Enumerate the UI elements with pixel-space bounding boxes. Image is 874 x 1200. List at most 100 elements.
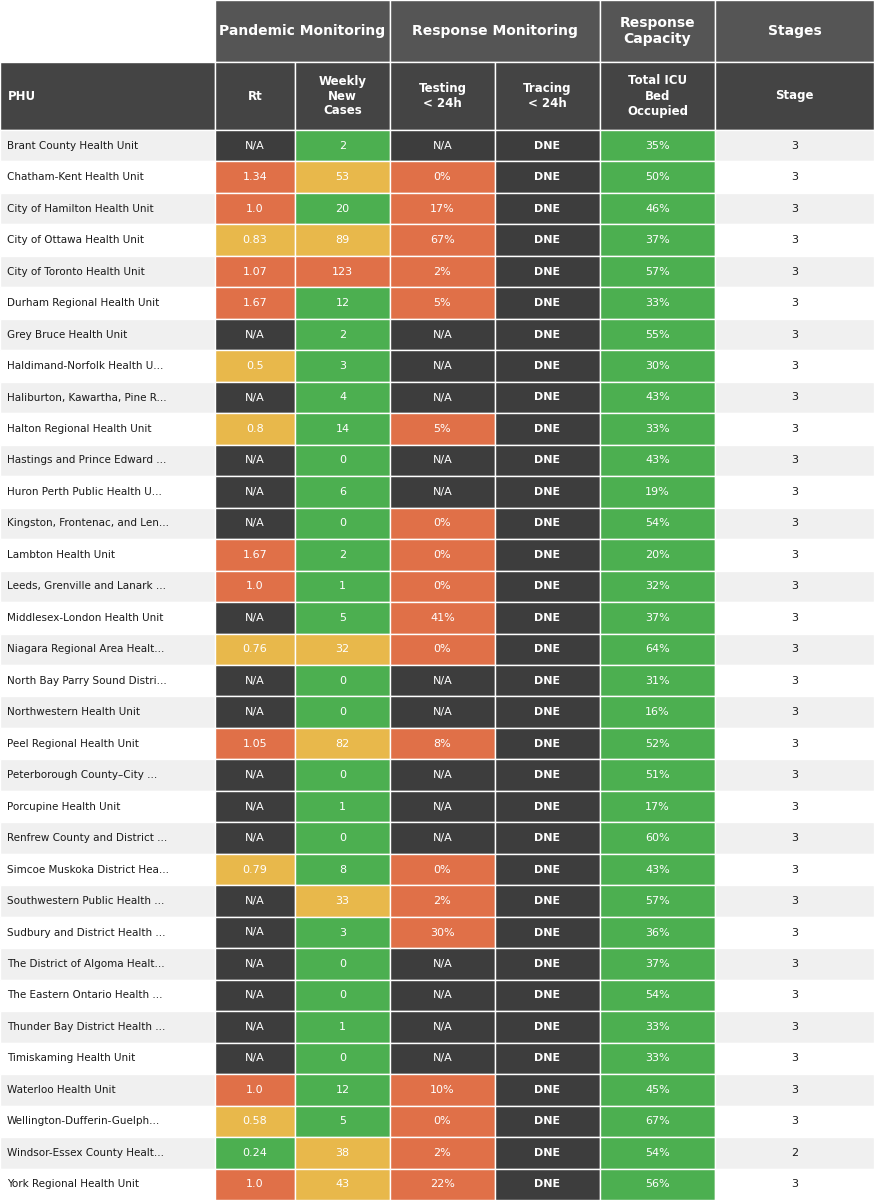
Text: 53: 53 bbox=[336, 173, 350, 182]
Bar bbox=[390, 224, 495, 256]
Text: City of Toronto Health Unit: City of Toronto Health Unit bbox=[7, 266, 145, 277]
Bar bbox=[495, 287, 600, 319]
Text: N/A: N/A bbox=[245, 959, 265, 968]
Bar bbox=[600, 917, 715, 948]
Text: 82: 82 bbox=[336, 739, 350, 749]
Text: 2: 2 bbox=[339, 330, 346, 340]
Text: 30%: 30% bbox=[430, 928, 454, 937]
Text: N/A: N/A bbox=[433, 1054, 453, 1063]
Text: DNE: DNE bbox=[534, 424, 560, 434]
Text: Haldimand-Norfolk Health U...: Haldimand-Norfolk Health U... bbox=[7, 361, 163, 371]
Bar bbox=[295, 413, 390, 445]
Text: N/A: N/A bbox=[433, 959, 453, 968]
Bar bbox=[295, 602, 390, 634]
Bar bbox=[600, 0, 715, 62]
Bar bbox=[215, 256, 295, 287]
Text: DNE: DNE bbox=[534, 644, 560, 654]
Text: DNE: DNE bbox=[534, 864, 560, 875]
Text: N/A: N/A bbox=[245, 990, 265, 1001]
Text: 60%: 60% bbox=[645, 833, 669, 844]
Bar bbox=[600, 1043, 715, 1074]
Bar bbox=[495, 476, 600, 508]
Bar bbox=[715, 224, 874, 256]
Text: DNE: DNE bbox=[534, 1116, 560, 1127]
Text: 0.76: 0.76 bbox=[243, 644, 267, 654]
Text: N/A: N/A bbox=[433, 676, 453, 685]
Text: 1.0: 1.0 bbox=[246, 581, 264, 592]
Text: 0: 0 bbox=[339, 833, 346, 844]
Text: N/A: N/A bbox=[245, 456, 265, 466]
Text: DNE: DNE bbox=[534, 896, 560, 906]
Bar bbox=[295, 193, 390, 224]
Bar bbox=[715, 1138, 874, 1169]
Bar bbox=[0, 570, 215, 602]
Text: 1.0: 1.0 bbox=[246, 1085, 264, 1094]
Text: DNE: DNE bbox=[534, 298, 560, 308]
Text: 3: 3 bbox=[791, 298, 798, 308]
Text: Total ICU
Bed
Occupied: Total ICU Bed Occupied bbox=[627, 74, 688, 118]
Text: 3: 3 bbox=[339, 928, 346, 937]
Text: Peterborough County–City ...: Peterborough County–City ... bbox=[7, 770, 157, 780]
Text: Leeds, Grenville and Lanark ...: Leeds, Grenville and Lanark ... bbox=[7, 581, 166, 592]
Bar bbox=[715, 1012, 874, 1043]
Text: DNE: DNE bbox=[534, 707, 560, 718]
Text: 8: 8 bbox=[339, 864, 346, 875]
Text: N/A: N/A bbox=[245, 1022, 265, 1032]
Bar bbox=[495, 854, 600, 886]
Bar bbox=[390, 539, 495, 570]
Bar bbox=[0, 130, 215, 162]
Text: 0: 0 bbox=[339, 1054, 346, 1063]
Text: Tracing
< 24h: Tracing < 24h bbox=[524, 82, 572, 110]
Text: N/A: N/A bbox=[245, 802, 265, 811]
Bar bbox=[390, 1043, 495, 1074]
Bar bbox=[0, 854, 215, 886]
Bar bbox=[295, 696, 390, 728]
Text: 1: 1 bbox=[339, 581, 346, 592]
Text: 3: 3 bbox=[791, 613, 798, 623]
Bar bbox=[215, 948, 295, 979]
Text: 43%: 43% bbox=[645, 456, 669, 466]
Bar bbox=[215, 413, 295, 445]
Bar bbox=[0, 979, 215, 1012]
Bar bbox=[390, 886, 495, 917]
Bar bbox=[600, 979, 715, 1012]
Text: 0%: 0% bbox=[434, 173, 451, 182]
Text: Simcoe Muskoka District Hea...: Simcoe Muskoka District Hea... bbox=[7, 864, 169, 875]
Bar bbox=[390, 382, 495, 413]
Text: 0%: 0% bbox=[434, 550, 451, 560]
Bar bbox=[715, 445, 874, 476]
Bar bbox=[495, 319, 600, 350]
Bar bbox=[600, 287, 715, 319]
Text: PHU: PHU bbox=[8, 90, 36, 102]
Bar bbox=[0, 62, 215, 130]
Text: 32: 32 bbox=[336, 644, 350, 654]
Bar bbox=[715, 602, 874, 634]
Text: 54%: 54% bbox=[645, 518, 669, 528]
Bar bbox=[390, 822, 495, 854]
Bar bbox=[715, 382, 874, 413]
Bar bbox=[295, 854, 390, 886]
Text: 22%: 22% bbox=[430, 1180, 455, 1189]
Bar bbox=[715, 760, 874, 791]
Bar bbox=[0, 162, 215, 193]
Bar bbox=[215, 476, 295, 508]
Text: Peel Regional Health Unit: Peel Regional Health Unit bbox=[7, 739, 139, 749]
Text: N/A: N/A bbox=[245, 676, 265, 685]
Bar bbox=[0, 917, 215, 948]
Bar bbox=[215, 0, 390, 62]
Text: N/A: N/A bbox=[245, 140, 265, 151]
Bar bbox=[495, 350, 600, 382]
Bar bbox=[390, 413, 495, 445]
Text: 16%: 16% bbox=[645, 707, 669, 718]
Text: DNE: DNE bbox=[534, 266, 560, 277]
Bar bbox=[0, 886, 215, 917]
Text: N/A: N/A bbox=[433, 833, 453, 844]
Text: DNE: DNE bbox=[534, 1054, 560, 1063]
Text: Renfrew County and District ...: Renfrew County and District ... bbox=[7, 833, 167, 844]
Text: N/A: N/A bbox=[245, 770, 265, 780]
Bar bbox=[390, 287, 495, 319]
Text: N/A: N/A bbox=[245, 833, 265, 844]
Bar bbox=[295, 822, 390, 854]
Bar bbox=[390, 1012, 495, 1043]
Text: DNE: DNE bbox=[534, 456, 560, 466]
